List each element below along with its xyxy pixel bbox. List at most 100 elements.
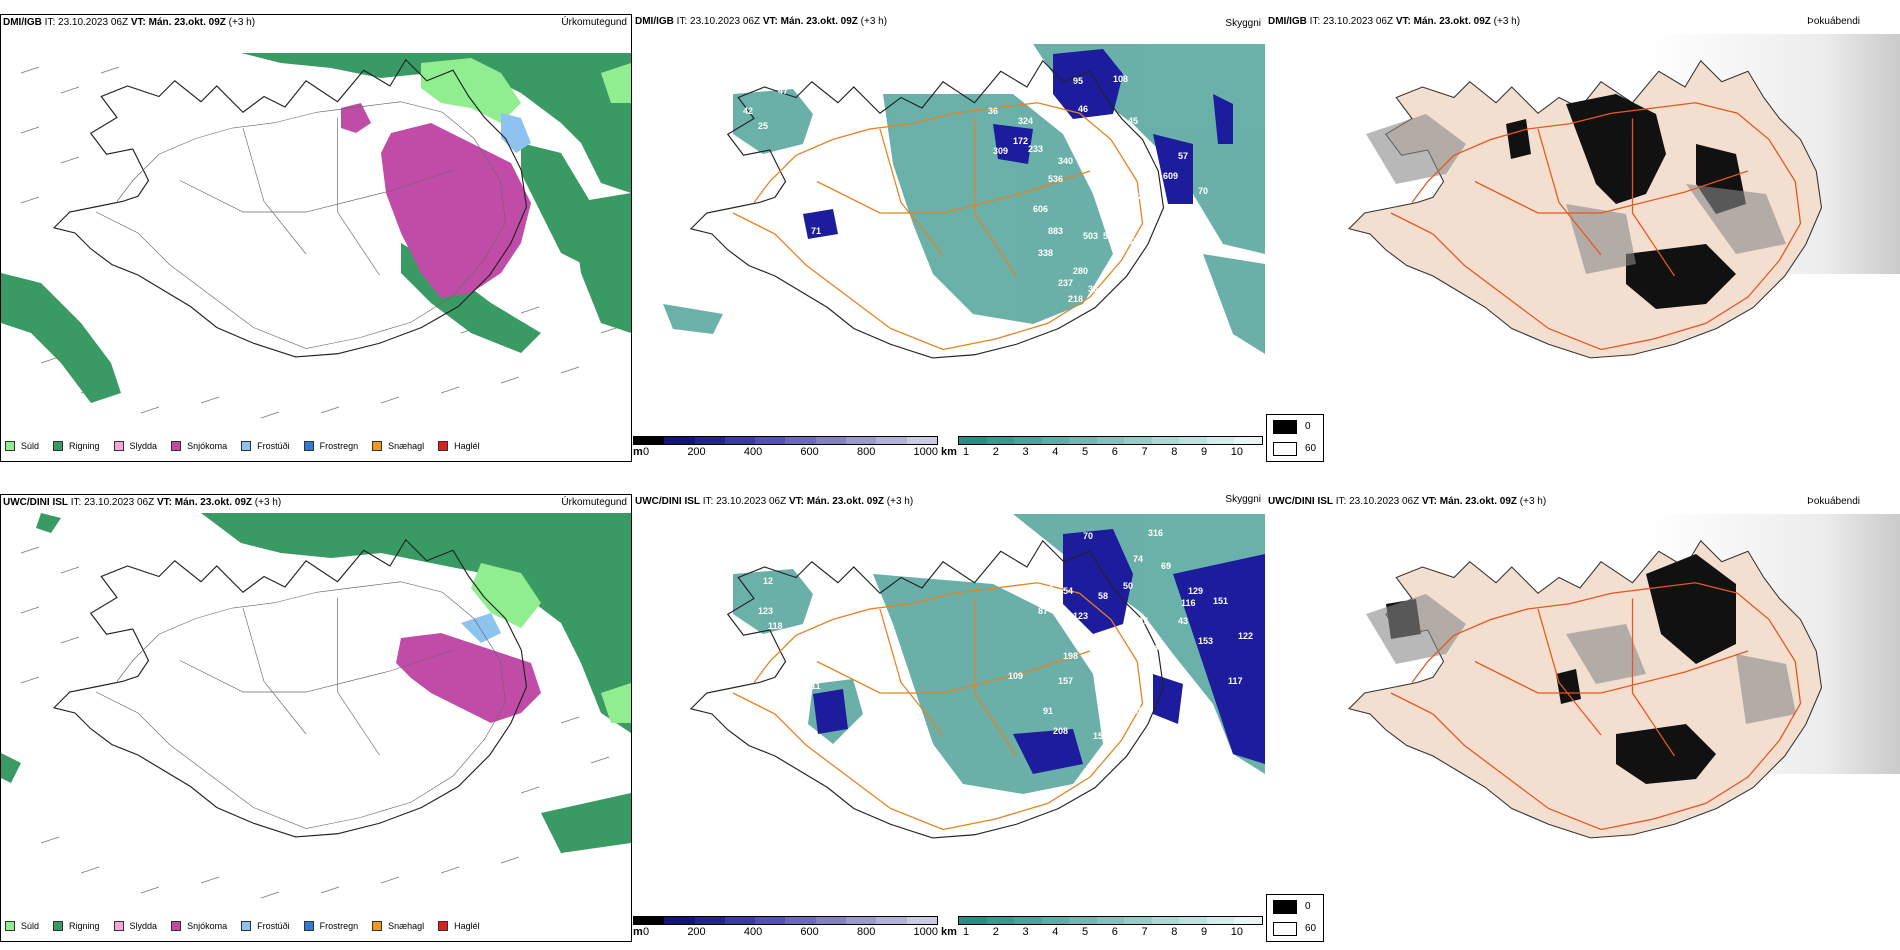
bottom-cloudbase-unit: m <box>633 926 643 938</box>
cloudbase-value-label: 43 <box>1178 616 1188 626</box>
bottom-precip-panel: UWC/DINI ISL IT: 23.10.2023 06Z VT: Mán.… <box>0 494 632 942</box>
bottom-precip-legend: Súld Rigning Slydda Snjókoma Frostúði Fr… <box>5 921 494 931</box>
cloudbase-value-label: 122 <box>1238 631 1253 641</box>
top-fog-map <box>1348 34 1900 359</box>
bottom-precip-title: Úrkomutegund <box>561 497 627 508</box>
cloudbase-value-label: 71 <box>811 226 821 236</box>
top-cloudbase-ticks: 0 200 400 600 800 1000 <box>643 446 938 458</box>
bottom-visibility-ticks: 1 2 3 4 5 6 7 8 9 10 <box>963 926 1243 938</box>
legend-item-slydda: Slydda <box>113 921 157 931</box>
cloudbase-value-label: 237 <box>1058 278 1073 288</box>
cloudbase-value-label: 109 <box>1008 671 1023 681</box>
legend-item-rigning: Rigning <box>53 441 100 451</box>
top-visibility-ticks: 1 2 3 4 5 6 7 8 9 10 <box>963 446 1243 458</box>
top-cloud-title: Skyggni <box>1225 18 1261 29</box>
cloudbase-value-label: 129 <box>1188 586 1203 596</box>
cloudbase-value-label: 74 <box>1133 554 1143 564</box>
cloudbase-value-label: 57 <box>1178 151 1188 161</box>
cloudbase-value-label: 123 <box>1073 611 1088 621</box>
top-precip-header: DMI/IGB IT: 23.10.2023 06Z VT: Mán. 23.o… <box>3 17 256 28</box>
cloudbase-value-label: 108 <box>1113 74 1128 84</box>
cloudbase-value-label: 81 <box>1038 566 1048 576</box>
top-cloudbase-colorbar <box>633 436 938 445</box>
fog-grey-fields <box>1366 114 1786 274</box>
cloudbase-value-label: 309 <box>993 146 1008 156</box>
top-visibility-unit: km <box>941 446 957 458</box>
legend-item-snaehagl: Snæhagl <box>372 441 424 451</box>
bottom-visibility-colorbar <box>958 916 1263 925</box>
cloudbase-value-label: 47 <box>778 86 788 96</box>
bottom-cloud-panel: UWC/DINI ISL IT: 23.10.2023 06Z VT: Mán.… <box>633 494 1265 942</box>
cloudbase-value-label: 266 <box>1103 656 1118 666</box>
visibility-fields <box>733 514 1265 794</box>
cloudbase-value-label: 87 <box>743 564 753 574</box>
cloudbase-value-label: 91 <box>1043 706 1053 716</box>
bottom-precip-map <box>1 513 631 899</box>
cloudbase-value-label: 105 <box>1128 706 1143 716</box>
bottom-cloud-title: Skyggni <box>1225 494 1261 505</box>
bottom-visibility-unit: km <box>941 926 957 938</box>
legend-item-frostudi: Frostúði <box>241 441 290 451</box>
legend-item-sud: Súld <box>5 441 39 451</box>
cloudbase-value-label: 144 <box>1108 161 1123 171</box>
top-precip-map <box>1 53 631 419</box>
cloudbase-value-label: 316 <box>1148 528 1163 538</box>
cloudbase-value-label: 151 <box>1213 596 1228 606</box>
cloudbase-value-label: 233 <box>1028 144 1043 154</box>
freezing-areas <box>461 613 501 643</box>
legend-item-frostregn: Frostregn <box>303 921 358 931</box>
rain-areas <box>1 513 631 853</box>
legend-item-snjokoma: Snjókoma <box>171 921 227 931</box>
legend-item-slydda: Slydda <box>113 441 157 451</box>
cloudbase-value-label: 338 <box>1038 248 1053 258</box>
cloudbase-value-labels: 70 316 74 69 54 58 50 129 151 116 81 94 87 97 148 269 43… <box>743 528 1253 741</box>
top-fog-panel: DMI/IGB IT: 23.10.2023 06Z VT: Mán. 23.o… <box>1266 14 1900 462</box>
cloudbase-value-label: 42 <box>743 106 753 116</box>
snow-areas <box>341 103 531 298</box>
drizzle-areas <box>421 58 631 123</box>
cloudbase-value-label: 2 <box>833 331 838 341</box>
cloudbase-value-label: 220 <box>1138 191 1153 201</box>
cloudbase-value-label: 354 <box>1088 284 1103 294</box>
cloudbase-value-label: 36 <box>988 106 998 116</box>
cloudbase-value-label: 69 <box>1161 561 1171 571</box>
cloudbase-value-label: 340 <box>1058 156 1073 166</box>
bottom-fog-header: UWC/DINI ISL IT: 23.10.2023 06Z VT: Mán.… <box>1268 496 1547 507</box>
top-precip-panel: DMI/IGB IT: 23.10.2023 06Z VT: Mán. 23.o… <box>0 14 632 462</box>
cloudbase-value-label: 606 <box>1033 204 1048 214</box>
cloudbase-value-label: 198 <box>1063 651 1078 661</box>
cloudbase-value-label: 25 <box>758 121 768 131</box>
cloudbase-value-label: 354 <box>1098 196 1113 206</box>
cloudbase-value-label: 157 <box>1058 676 1073 686</box>
bottom-cloudbase-colorbar <box>633 916 938 925</box>
top-cloud-header: DMI/IGB IT: 23.10.2023 06Z VT: Mán. 23.o… <box>635 16 888 27</box>
cloudbase-value-label: 503 <box>1083 231 1098 241</box>
cloudbase-value-label: 153 <box>1198 636 1213 646</box>
cloudbase-value-label: 172 <box>1013 136 1028 146</box>
bottom-fog-panel: UWC/DINI ISL IT: 23.10.2023 06Z VT: Mán.… <box>1266 494 1900 942</box>
bottom-cloud-header: UWC/DINI ISL IT: 23.10.2023 06Z VT: Mán.… <box>635 496 914 507</box>
cloudbase-value-label: 11 <box>811 681 821 691</box>
cloudbase-value-label: 97 <box>1138 616 1148 626</box>
cloudbase-value-label: 148 <box>1103 636 1118 646</box>
cloudbase-value-label: 54 <box>1063 586 1073 596</box>
cloudbase-value-label: 511 <box>1103 231 1118 241</box>
fog-grey-fields <box>1366 594 1796 724</box>
cloudbase-value-label: 95 <box>1073 76 1083 86</box>
bottom-fog-map <box>1348 514 1900 839</box>
cloudbase-value-label: 123 <box>758 606 773 616</box>
cloudbase-value-label: 58 <box>1098 591 1108 601</box>
rain-areas <box>1 53 631 403</box>
legend-item-haglel: Haglél <box>438 921 480 931</box>
cloudbase-value-label: 117 <box>1228 676 1243 686</box>
cloudbase-value-label: 471 <box>1158 226 1173 236</box>
visibility-fields <box>663 44 1265 354</box>
top-cloudbase-unit: m <box>633 446 643 458</box>
legend-item-frostudi: Frostúði <box>241 921 290 931</box>
legend-item-rigning: Rigning <box>53 921 100 931</box>
top-cloud-panel: DMI/IGB IT: 23.10.2023 06Z VT: Mán. 23.o… <box>633 14 1265 462</box>
top-fog-header: DMI/IGB IT: 23.10.2023 06Z VT: Mán. 23.o… <box>1268 16 1521 27</box>
legend-item-sud: Súld <box>5 921 39 931</box>
